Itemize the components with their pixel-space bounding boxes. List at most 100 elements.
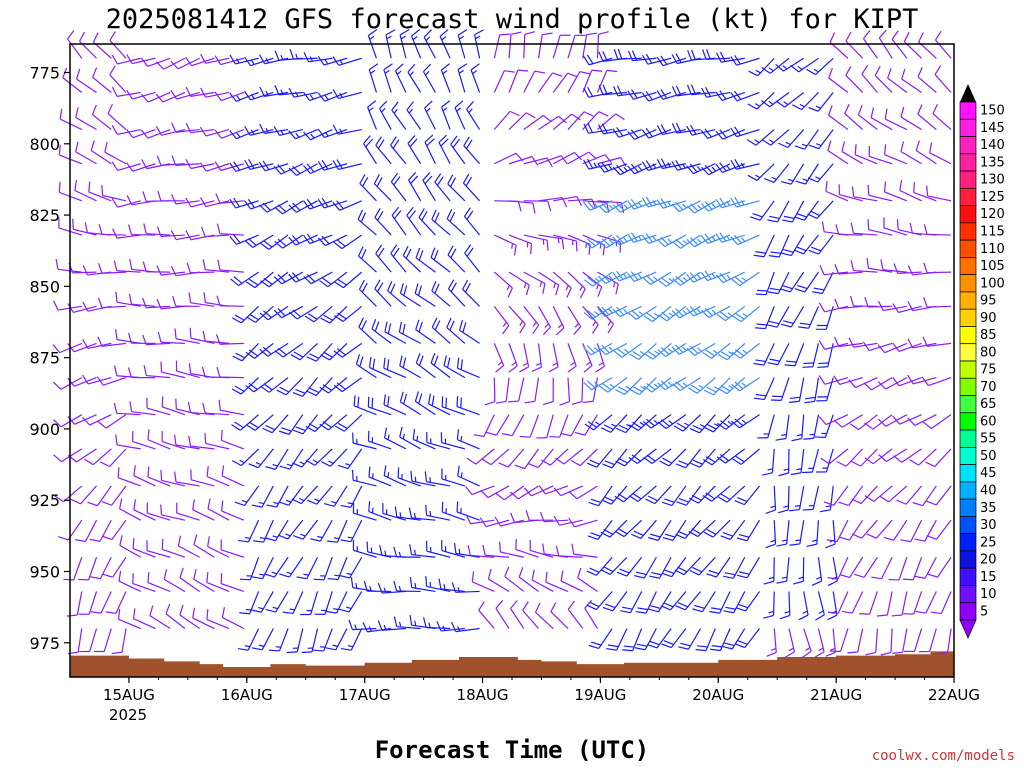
barb-staff [92,448,112,466]
barb-flag [587,238,596,247]
barb-staff [400,292,421,307]
wind-barb [845,31,864,59]
wind-barb [383,465,407,487]
wind-barb [586,448,613,468]
barb-flag [231,317,242,324]
wind-barb [706,556,731,578]
wind-barb [746,129,775,146]
barb-flag [508,400,519,403]
wind-barb [75,107,97,131]
barb-half-flag [557,238,560,244]
barb-flag [97,263,103,274]
barb-half-flag [383,624,387,631]
terrain-layer [70,651,954,677]
wind-barb [775,91,805,108]
barb-flag [90,140,95,151]
wind-barb [762,448,775,476]
barb-half-flag [637,235,642,241]
wind-barb [115,291,141,307]
wind-barb [646,628,672,649]
wind-barb [538,115,567,131]
barb-flag [863,382,872,391]
barb-flag [734,418,744,427]
barb-flag [811,246,822,252]
barb-flag [541,459,551,466]
wind-barb [202,259,230,273]
barb-staff [518,377,525,402]
wind-barb [97,336,127,347]
barb-flag [84,458,94,466]
wind-barb [923,297,952,308]
barb-flag [292,392,303,397]
wind-barb [206,466,230,487]
wind-barb [657,342,687,357]
barb-staff [872,414,893,430]
barb-staff [205,200,230,208]
barb-flag [616,127,624,137]
barb-flag [128,293,133,305]
barb-flag [434,173,442,183]
barb-staff [947,628,952,653]
barb-half-flag [574,322,580,328]
barb-half-flag [653,419,659,425]
barb-flag [586,380,596,389]
barb-flag [317,128,325,138]
barb-flag [730,127,738,137]
barb-flag [424,471,428,482]
barb-half-flag [345,463,351,466]
barb-flag [934,65,942,75]
barb-staff [147,128,171,139]
barb-flag [901,68,906,80]
barb-flag [368,63,379,71]
barb-flag [660,158,667,168]
barb-half-flag [598,362,604,366]
wind-barb [119,535,142,558]
wind-barb [778,485,790,514]
barb-staff [929,628,937,652]
wind-barb [446,317,466,344]
wind-barb [716,305,746,322]
wind-barb [839,556,864,579]
barb-staff [552,152,575,165]
barb-flag [386,359,390,370]
wind-barb [553,234,578,252]
wind-barb [189,327,215,344]
wind-barb [384,321,407,344]
wind-barb [763,557,775,585]
barb-flag [192,499,195,510]
barb-flag [233,197,240,208]
wind-barb [891,591,908,617]
barb-flag [207,498,211,509]
wind-barb [765,520,777,549]
wind-barb [348,619,377,631]
wind-barb [765,485,777,515]
wind-barb [689,414,716,434]
barb-flag [926,500,937,506]
barb-staff [244,485,260,506]
barb-flag [782,219,793,223]
barb-flag [246,424,256,431]
barb-flag [502,325,510,335]
barb-flag [587,158,594,169]
barb-staff [817,628,825,652]
barb-flag [113,403,118,414]
barb-half-flag [355,582,358,589]
barb-flag [689,497,699,504]
wind-barb [794,200,819,221]
wind-barb [552,113,581,131]
barb-half-flag [784,610,790,614]
wind-barb [499,541,524,558]
barb-flag [357,396,360,408]
barb-staff [133,475,156,487]
barb-flag [434,320,441,331]
barb-staff [900,116,922,131]
barb-flag [264,573,275,578]
barb-staff [175,481,200,487]
barb-half-flag [802,610,808,615]
barb-flag [686,307,694,317]
wind-barb [457,63,468,93]
barb-half-flag [285,499,292,503]
wind-barb [657,271,687,287]
wind-barb [525,510,554,521]
barb-flag [797,284,808,290]
